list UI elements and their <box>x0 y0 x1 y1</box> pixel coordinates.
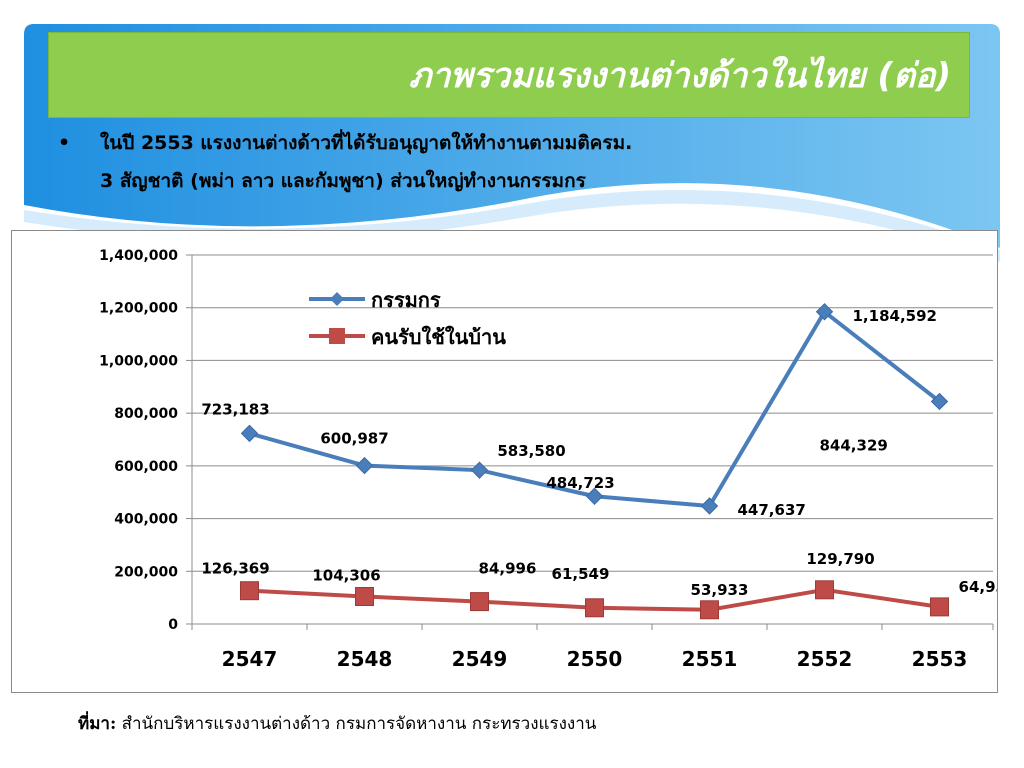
data-point <box>240 424 259 443</box>
data-label: 723,183 <box>201 400 269 418</box>
legend-marker-1 <box>330 292 344 306</box>
chart-frame: 0 200,000 400,000 600,000 800,000 1,000,000 1,… <box>11 230 998 693</box>
data-point <box>700 600 719 620</box>
data-label: 1,184,592 <box>853 307 937 325</box>
source-text: สำนักบริหารแรงงานต่างด้าว กรมการจัดหางาน… <box>116 714 597 734</box>
y-tick-label: 1,200,000 <box>99 301 178 317</box>
x-tick-label: 2551 <box>682 647 738 671</box>
bullet-symbol: • <box>58 132 71 154</box>
data-point <box>240 581 259 601</box>
y-tick-label: 1,000,000 <box>99 353 178 369</box>
y-tick-label: 200,000 <box>114 564 178 580</box>
y-tick-label: 0 <box>168 617 178 633</box>
bullet-item: • ในปี 2553 แรงงานต่างด้าวที่ได้รับอนุญา… <box>58 124 978 200</box>
x-tick-label: 2550 <box>567 647 623 671</box>
data-point <box>930 392 949 411</box>
data-label: 447,637 <box>738 501 806 519</box>
x-tick-label: 2553 <box>912 647 968 671</box>
data-label: 126,369 <box>201 560 269 578</box>
data-point <box>815 580 834 600</box>
data-label: 53,933 <box>691 581 749 599</box>
legend-marker-2 <box>329 328 345 344</box>
data-label: 84,996 <box>479 560 537 578</box>
y-tick-label: 800,000 <box>114 406 178 422</box>
x-tick-label: 2552 <box>797 647 853 671</box>
data-point <box>470 592 489 612</box>
title-bar: ภาพรวมแรงงานต่างด้าวในไทย (ต่อ) <box>48 32 970 118</box>
x-tick-label: 2549 <box>452 647 508 671</box>
data-point <box>700 497 719 515</box>
data-label: 104,306 <box>312 567 380 585</box>
bullet-line-1: ในปี 2553 แรงงานต่างด้าวที่ได้รับอนุญาตใ… <box>100 132 633 154</box>
source-note: ที่มา: สำนักบริหารแรงงานต่างด้าว กรมการจ… <box>78 710 596 737</box>
slide-title: ภาพรวมแรงงานต่างด้าวในไทย (ต่อ) <box>408 56 951 96</box>
y-tick-label: 600,000 <box>114 459 178 475</box>
data-label: 484,723 <box>546 474 614 492</box>
bullet-line-2: 3 สัญชาติ (พม่า ลาว และกัมพูชา) ส่วนใหญ่… <box>100 170 586 192</box>
data-label: 583,580 <box>497 442 565 460</box>
data-point <box>585 487 604 505</box>
data-label: 844,329 <box>820 436 888 454</box>
source-label: ที่มา: <box>78 714 117 734</box>
data-point <box>585 598 604 618</box>
data-point <box>355 587 374 607</box>
data-label: 64,938 <box>959 578 997 596</box>
y-tick-label: 400,000 <box>114 512 178 528</box>
data-label: 61,549 <box>552 565 610 583</box>
data-point <box>470 461 489 479</box>
line-chart: 0 200,000 400,000 600,000 800,000 1,000,000 1,… <box>99 248 997 671</box>
y-tick-label: 1,400,000 <box>99 248 178 264</box>
x-tick-label: 2547 <box>222 647 278 671</box>
x-tick-label: 2548 <box>337 647 393 671</box>
data-label: 129,790 <box>806 550 874 568</box>
data-point <box>815 303 834 321</box>
data-point <box>930 597 949 617</box>
legend-label-2: คนรับใช้ในบ้าน <box>371 325 506 349</box>
data-point <box>355 456 374 475</box>
data-label: 600,987 <box>320 430 388 448</box>
legend-label-1: กรรมกร <box>371 288 441 312</box>
bullet-block: • ในปี 2553 แรงงานต่างด้าวที่ได้รับอนุญา… <box>58 124 978 200</box>
